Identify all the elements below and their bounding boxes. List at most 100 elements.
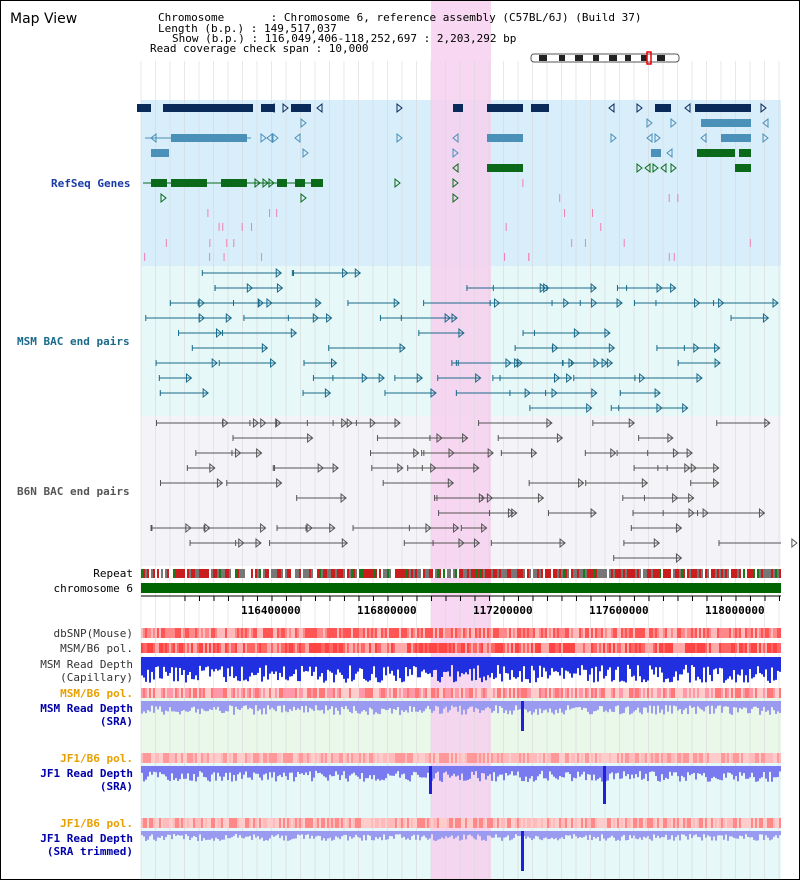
track-label-msm-read-depth-cap[interactable]: MSM Read Depth bbox=[40, 658, 133, 671]
msm-depth-cap-bar bbox=[517, 657, 519, 678]
repeat-mark bbox=[565, 569, 567, 578]
track-label-msm-bac[interactable]: MSM BAC end pairs bbox=[17, 335, 130, 348]
msm-depth-cap-bar bbox=[203, 657, 205, 671]
jf1-depth-trim-bar bbox=[157, 831, 159, 838]
dbsnp-strip bbox=[163, 628, 165, 638]
track-label-repeat[interactable]: Repeat bbox=[93, 567, 133, 580]
jf1-b6-pol-strip-2 bbox=[457, 818, 459, 828]
repeat-mark bbox=[741, 569, 743, 578]
track-label-chromosome[interactable]: chromosome 6 bbox=[53, 582, 133, 595]
track-label-jf1-read-depth-sra[interactable]: JF1 Read Depth bbox=[40, 767, 133, 780]
jf1-b6-pol-strip bbox=[463, 753, 465, 763]
jf1-b6-pol-strip bbox=[617, 753, 619, 763]
repeat-mark bbox=[661, 569, 663, 578]
repeat-mark bbox=[355, 569, 357, 578]
track-label-dbsnp[interactable]: dbSNP(Mouse) bbox=[53, 627, 133, 640]
jf1-depth-sra-bar bbox=[521, 766, 523, 781]
jf1-depth-sra-bar bbox=[663, 766, 665, 781]
track-label-b6n-bac[interactable]: B6N BAC end pairs bbox=[17, 485, 130, 498]
msm-b6-pol-strip-2 bbox=[677, 688, 679, 698]
repeat-mark bbox=[159, 569, 161, 578]
jf1-depth-trim-bar bbox=[243, 831, 245, 839]
msm-b6-pol-strip bbox=[227, 643, 229, 653]
repeat-mark bbox=[703, 569, 705, 578]
msm-b6-pol-strip-2 bbox=[447, 688, 449, 698]
msm-b6-pol-strip-2 bbox=[371, 688, 373, 698]
jf1-depth-trim-bar bbox=[427, 831, 429, 840]
msm-b6-pol-strip-2 bbox=[465, 688, 467, 698]
msm-depth-sra-bar bbox=[657, 701, 659, 706]
msm-b6-pol-strip bbox=[725, 643, 727, 653]
jf1-b6-pol-strip-2 bbox=[637, 818, 639, 828]
msm-b6-pol-strip-2 bbox=[529, 688, 531, 698]
msm-depth-sra-bar bbox=[597, 701, 599, 710]
track-label-refseq[interactable]: RefSeq Genes bbox=[51, 177, 131, 190]
repeat-mark bbox=[737, 569, 739, 578]
msm-b6-pol-strip-2 bbox=[283, 688, 285, 698]
jf1-depth-trim-bar bbox=[627, 831, 629, 841]
dbsnp-strip bbox=[263, 628, 265, 638]
msm-b6-pol-strip-2 bbox=[287, 688, 289, 698]
msm-bac-pair-arrow bbox=[215, 327, 223, 339]
track-label-jf1-b6-pol-1[interactable]: JF1/B6 pol. bbox=[60, 752, 133, 765]
jf1-b6-pol-strip bbox=[237, 753, 239, 763]
msm-depth-sra-bar bbox=[145, 701, 147, 714]
repeat-mark bbox=[265, 569, 267, 578]
jf1-b6-pol-strip bbox=[771, 753, 773, 763]
msm-b6-pol-strip-2 bbox=[315, 688, 317, 698]
msm-bac-pair-arrow bbox=[604, 327, 611, 339]
jf1-b6-pol-strip bbox=[193, 753, 195, 763]
repeat-mark bbox=[331, 569, 333, 578]
msm-depth-cap-bar bbox=[393, 657, 395, 676]
track-label-msm-b6-pol-2[interactable]: MSM/B6 pol. bbox=[60, 687, 133, 700]
dbsnp-strip bbox=[477, 628, 479, 638]
jf1-b6-pol-strip-2 bbox=[603, 818, 605, 828]
msm-b6-pol-strip-2 bbox=[561, 688, 563, 698]
jf1-depth-trim-bar bbox=[431, 831, 433, 835]
msm-depth-cap-bar bbox=[711, 657, 713, 682]
dbsnp-strip bbox=[217, 628, 219, 638]
jf1-b6-pol-strip bbox=[707, 753, 709, 763]
msm-depth-sra-bar bbox=[225, 701, 227, 712]
msm-b6-pol-strip-2 bbox=[737, 688, 739, 698]
msm-b6-pol-strip-2 bbox=[469, 688, 471, 698]
msm-b6-pol-strip-2 bbox=[409, 688, 411, 698]
msm-b6-pol-strip-2 bbox=[603, 688, 605, 698]
jf1-b6-pol-strip-2 bbox=[653, 818, 655, 828]
track-label-msm-b6-pol-1[interactable]: MSM/B6 pol. bbox=[60, 642, 133, 655]
msm-b6-pol-strip bbox=[333, 643, 335, 653]
jf1-b6-pol-strip-2 bbox=[663, 818, 665, 828]
jf1-depth-trim-bar bbox=[399, 831, 401, 835]
track-label-jf1-read-depth-trim[interactable]: JF1 Read Depth bbox=[40, 832, 133, 845]
jf1-b6-pol-strip bbox=[735, 753, 737, 763]
jf1-depth-trim-bar bbox=[589, 831, 591, 835]
jf1-depth-sra-bar-spike bbox=[429, 766, 432, 794]
msm-b6-pol-strip-2 bbox=[481, 688, 483, 698]
jf1-depth-trim-bar bbox=[201, 831, 203, 841]
msm-b6-pol-strip bbox=[591, 643, 593, 653]
jf1-depth-sra-bar bbox=[717, 766, 719, 780]
jf1-depth-sra-bar bbox=[223, 766, 225, 777]
msm-b6-pol-strip bbox=[483, 643, 485, 653]
jf1-b6-pol-strip bbox=[435, 753, 437, 763]
msm-depth-cap-bar bbox=[209, 657, 211, 677]
jf1-b6-pol-strip-2 bbox=[727, 818, 729, 828]
msm-b6-pol-strip bbox=[469, 643, 471, 653]
msm-b6-pol-strip bbox=[645, 643, 647, 653]
track-label-msm-read-depth-sra[interactable]: MSM Read Depth bbox=[40, 702, 133, 715]
jf1-b6-pol-strip bbox=[505, 753, 507, 763]
dbsnp-strip bbox=[519, 628, 521, 638]
track-label-jf1-b6-pol-2[interactable]: JF1/B6 pol. bbox=[60, 817, 133, 830]
msm-b6-pol-strip-2 bbox=[571, 688, 573, 698]
repeat-mark bbox=[725, 569, 727, 578]
msm-depth-cap-bar bbox=[637, 657, 639, 666]
dbsnp-strip bbox=[501, 628, 503, 638]
b6n-bac-pair-arrow bbox=[487, 447, 494, 459]
msm-depth-sra-bar bbox=[449, 701, 451, 711]
msm-depth-sra-bar bbox=[739, 701, 741, 708]
msm-depth-cap-bar bbox=[303, 657, 305, 672]
jf1-b6-pol-strip bbox=[191, 753, 193, 763]
repeat-mark bbox=[267, 569, 269, 578]
msm-depth-cap-bar bbox=[719, 657, 721, 668]
